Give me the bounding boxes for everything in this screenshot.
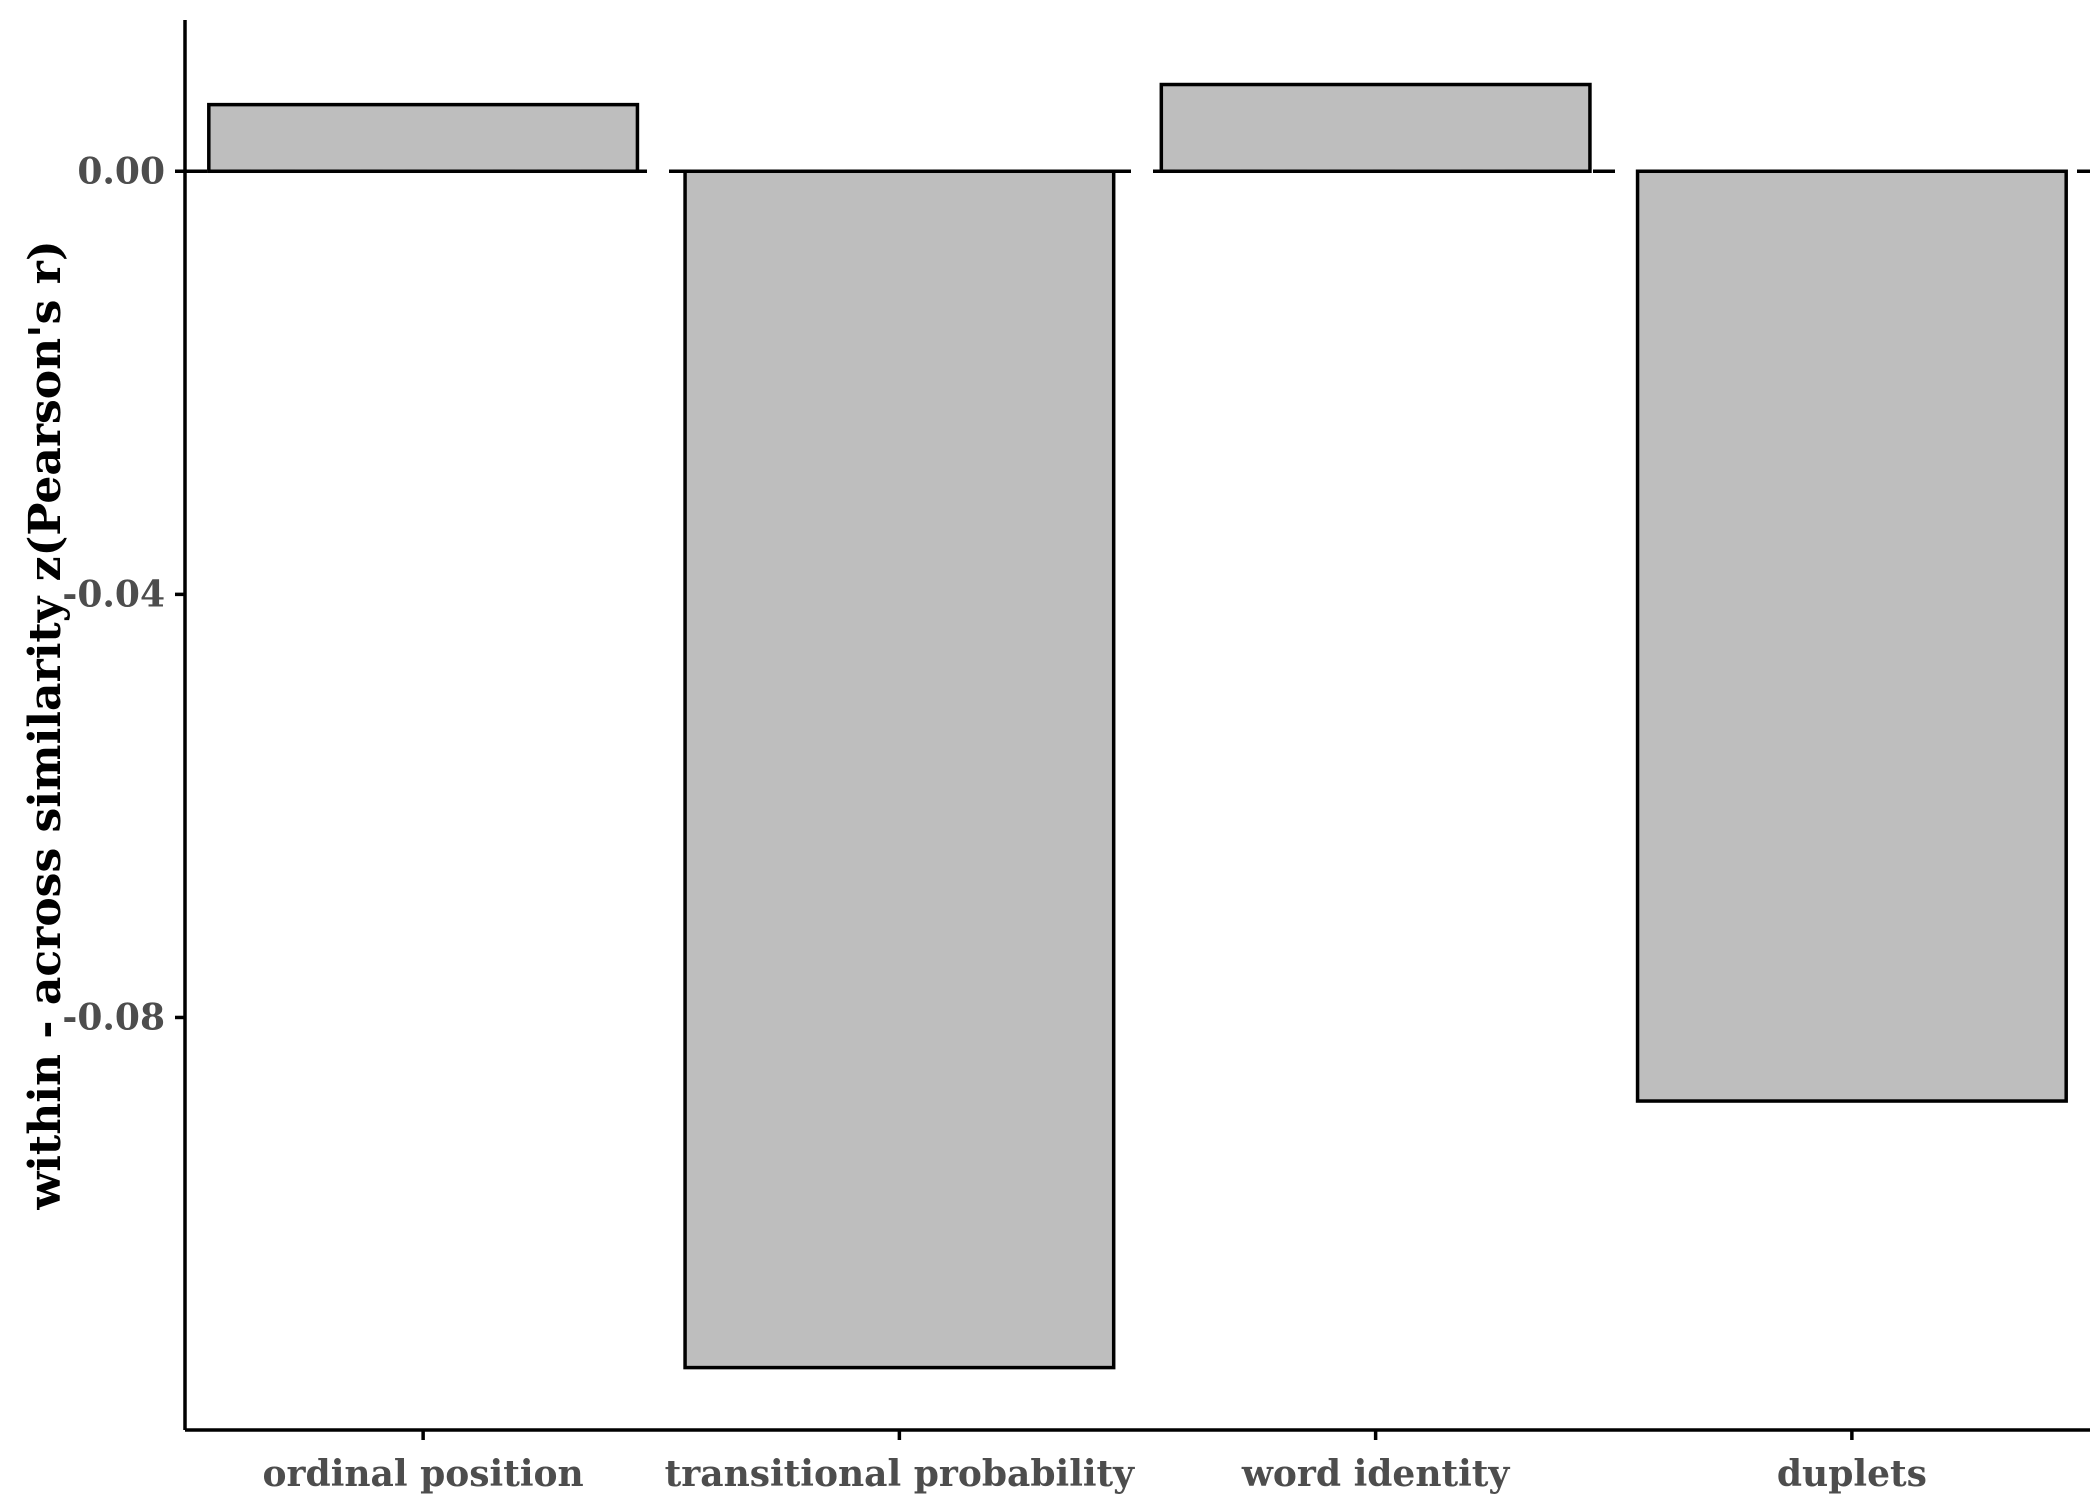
y-tick-label: 0.00 <box>77 150 165 192</box>
y-tick-label: -0.08 <box>62 996 165 1038</box>
x-tick-label: transitional probability <box>665 1453 1136 1495</box>
x-axis-ticks: ordinal position transitional probability… <box>263 1430 1927 1495</box>
x-tick-label: duplets <box>1777 1453 1927 1495</box>
y-axis-title: within - across similarity z(Pearson's r… <box>20 240 71 1210</box>
bar-0 <box>207 102 640 174</box>
x-tick-label: word identity <box>1241 1453 1511 1495</box>
x-tick-label: ordinal position <box>263 1453 584 1495</box>
bars-group <box>207 82 2068 1370</box>
bar-3 <box>1635 169 2068 1103</box>
y-tick-label: -0.04 <box>62 573 165 615</box>
bar-1 <box>683 169 1116 1370</box>
y-axis-ticks: 0.00 -0.04 -0.08 <box>62 150 185 1038</box>
bar-2 <box>1159 82 1592 174</box>
